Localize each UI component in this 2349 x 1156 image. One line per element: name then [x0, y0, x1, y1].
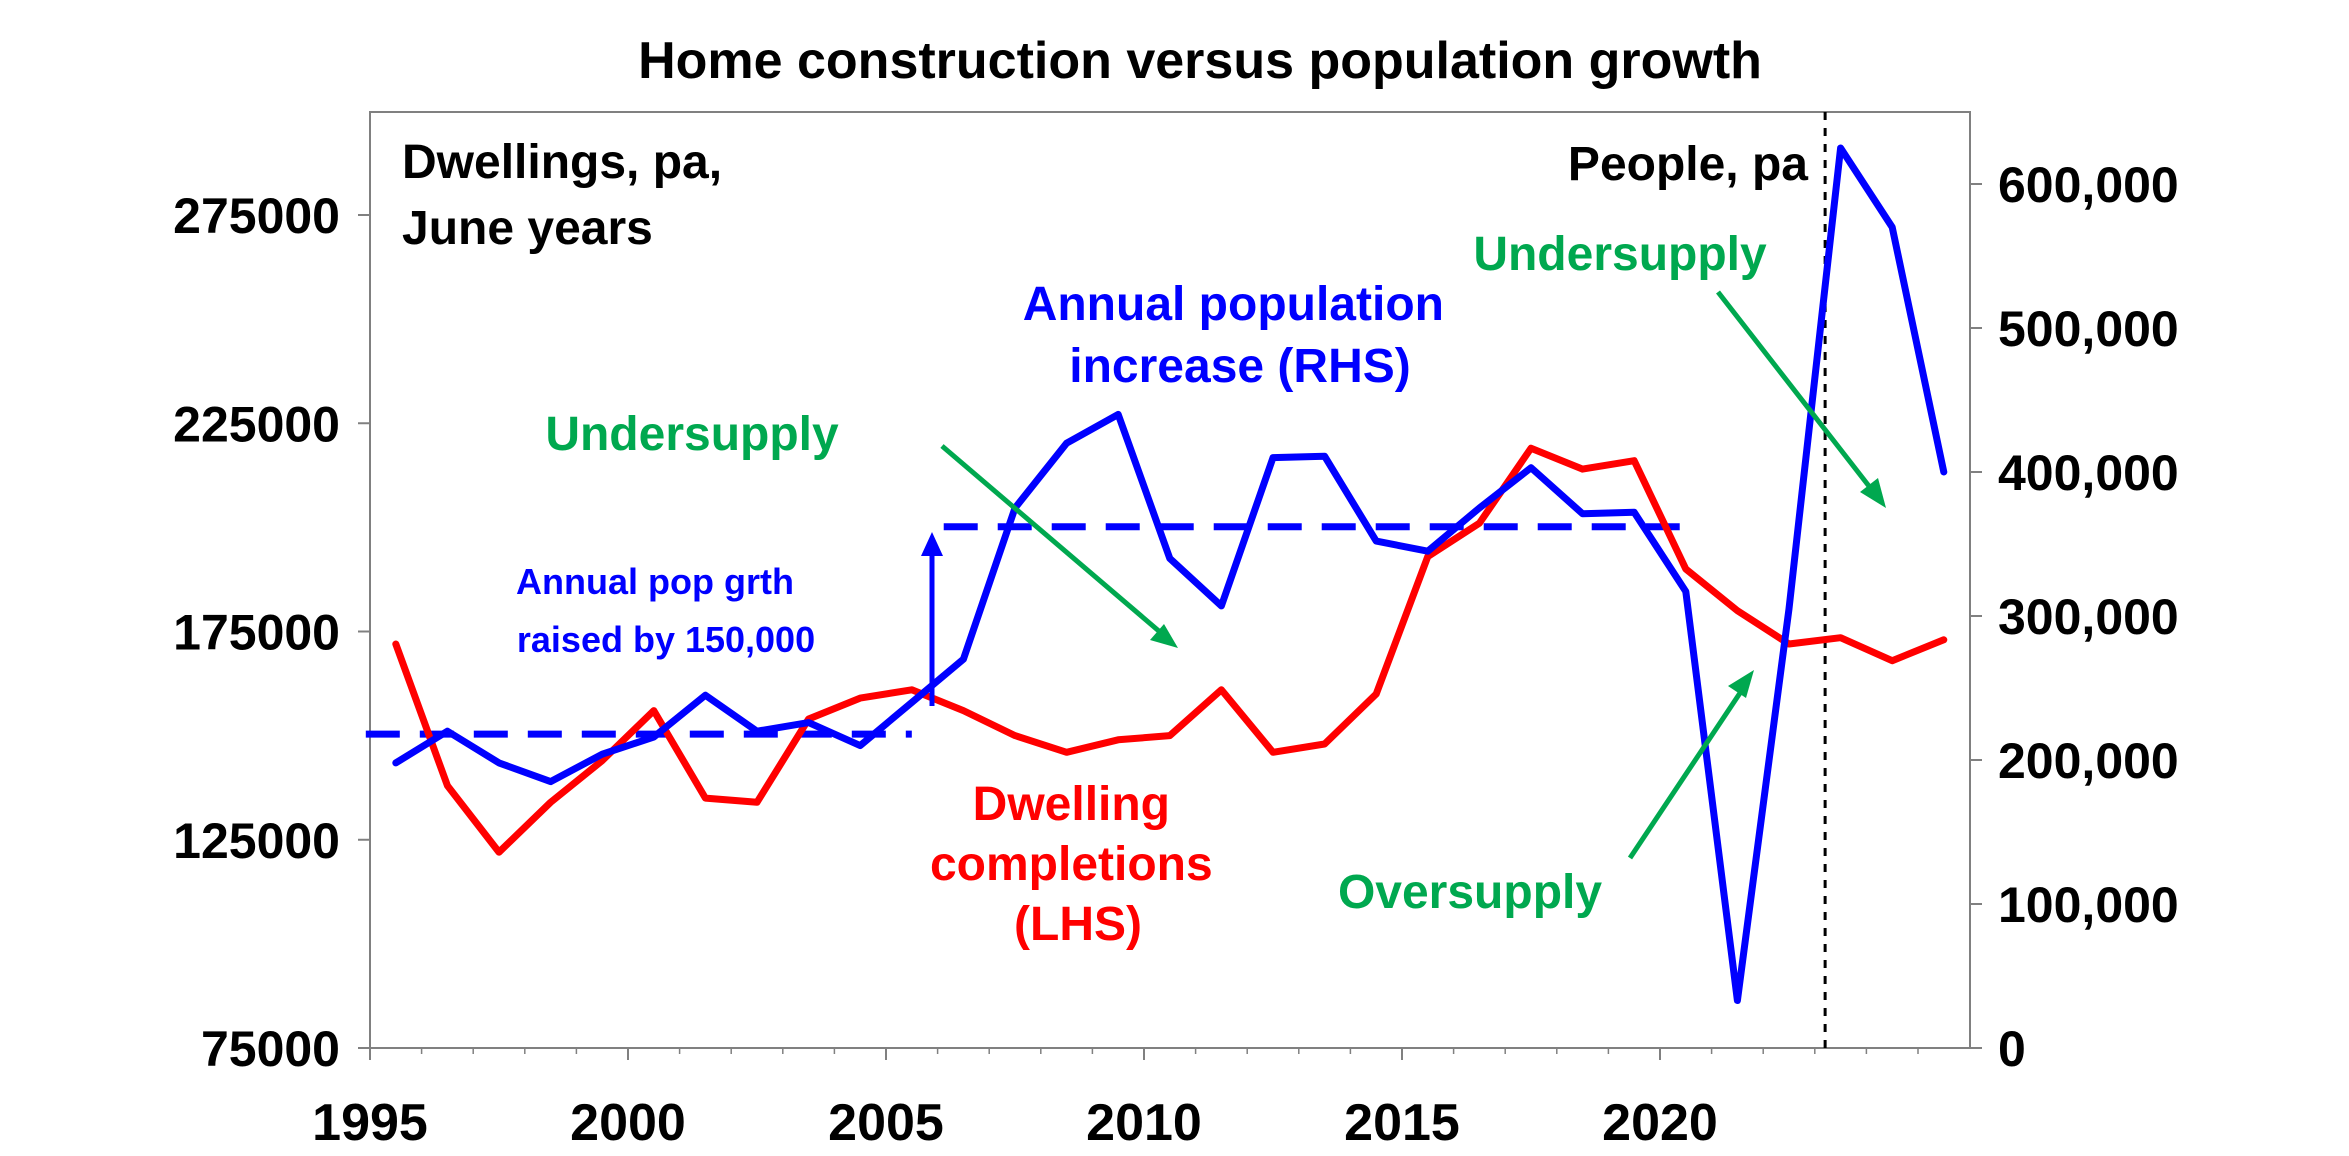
dwelling-series-label: Dwelling completions (LHS)	[930, 778, 1226, 951]
x-tick-label: 2005	[828, 1094, 944, 1152]
oversupply-label: Oversupply	[1338, 866, 1602, 919]
undersupply-arrowhead-1	[1150, 624, 1178, 648]
chart-title: Home construction versus population grow…	[638, 32, 1762, 90]
right-tick-label: 300,000	[1998, 589, 2179, 645]
series-layer	[392, 144, 1948, 1004]
undersupply-arrowhead-2	[1860, 478, 1886, 508]
right-axis-label: People, pa	[1568, 138, 1808, 191]
right-tick-label: 400,000	[1998, 445, 2179, 501]
oversupply-arrowhead	[1728, 670, 1754, 698]
left-axis-ticks: 75000 125000 175000 225000 275000	[173, 188, 370, 1077]
pop-series-label-line2: increase (RHS)	[1069, 340, 1410, 393]
dwelling-series-label-line3: (LHS)	[1014, 898, 1142, 951]
x-tick-label: 1995	[312, 1094, 428, 1152]
pop-series-label: Annual population increase (RHS)	[1023, 278, 1458, 393]
pop-raise-note-line2: raised by 150,000	[517, 619, 815, 660]
right-axis-ticks: 0 100,000 200,000 300,000 400,000 500,000 600,…	[1970, 157, 2179, 1077]
pop-raise-note-line1: Annual pop grth	[516, 561, 794, 602]
reference-lines	[365, 112, 1827, 1048]
undersupply-label-1: Undersupply	[545, 408, 839, 461]
pop-raise-note: Annual pop grth raised by 150,000	[516, 561, 815, 660]
oversupply-arrow	[1627, 688, 1745, 860]
left-tick-label: 225000	[173, 396, 340, 452]
left-axis-label: Dwellings, pa, June years	[402, 136, 735, 255]
dwelling-series-label-line1: Dwelling	[973, 778, 1170, 831]
right-tick-label: 500,000	[1998, 301, 2179, 357]
undersupply-label-2: Undersupply	[1473, 228, 1767, 281]
right-tick-label: 0	[1998, 1021, 2026, 1077]
left-tick-label: 275000	[173, 188, 340, 244]
left-tick-label: 175000	[173, 605, 340, 661]
x-tick-label: 2020	[1602, 1094, 1718, 1152]
x-axis-ticks: 1995 2000 2005 2010 2015 2020	[312, 1048, 1919, 1152]
right-tick-label: 100,000	[1998, 877, 2179, 933]
left-tick-label: 75000	[201, 1021, 340, 1077]
right-tick-label: 600,000	[1998, 157, 2179, 213]
pop-raise-arrowhead	[921, 532, 943, 556]
pop-series-label-line1: Annual population	[1023, 278, 1444, 331]
right-tick-label: 200,000	[1998, 733, 2179, 789]
x-tick-label: 2000	[570, 1094, 686, 1152]
undersupply-arrow-1	[940, 444, 1162, 634]
left-axis-label-line2: June years	[402, 202, 653, 255]
x-tick-label: 2010	[1086, 1094, 1202, 1152]
x-tick-label: 2015	[1344, 1094, 1460, 1152]
left-tick-label: 125000	[173, 813, 340, 869]
left-axis-label-line1: Dwellings, pa,	[402, 136, 722, 189]
undersupply-arrow-2	[1716, 290, 1874, 492]
dwelling-series-label-line2: completions	[930, 838, 1213, 891]
